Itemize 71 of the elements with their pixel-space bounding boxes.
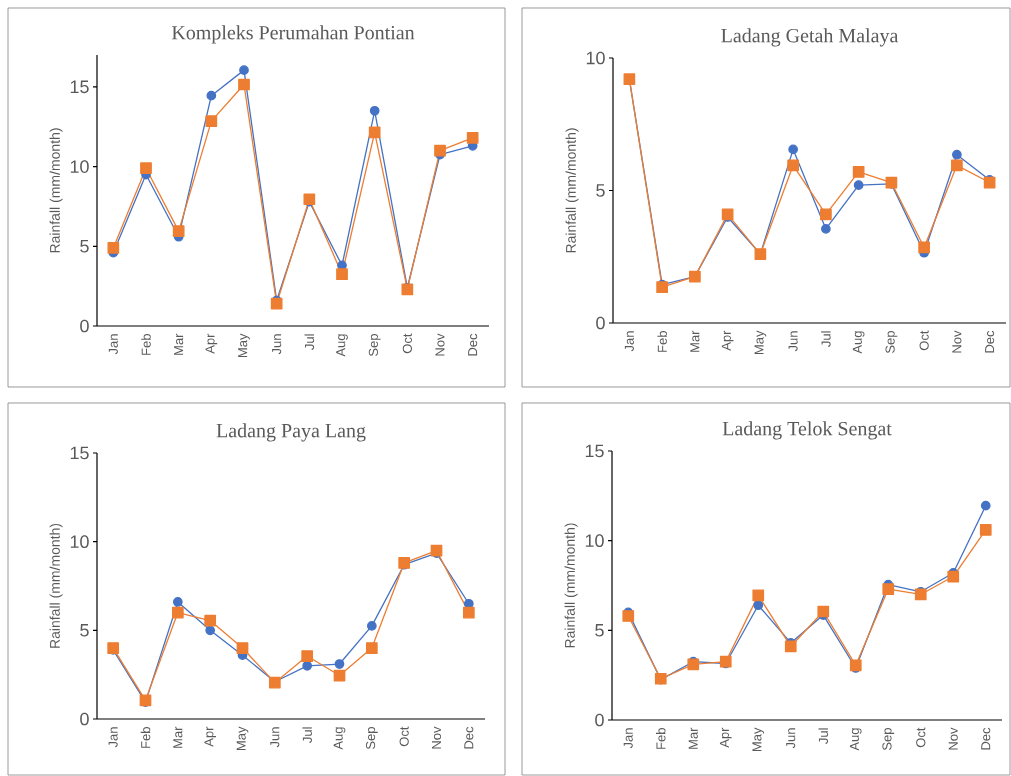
x-tick-label: Feb — [657, 331, 667, 352]
chart-title: Ladang Getah Malaya — [721, 28, 899, 47]
x-tick-label: Oct — [916, 727, 926, 748]
y-axis-title: Rainfall (mm/month) — [49, 523, 63, 648]
x-tick-label: Jan — [108, 334, 118, 355]
x-tick-label: Aug — [849, 728, 862, 751]
x-tick-label: Nov — [431, 726, 442, 749]
x-tick-label: Jul — [304, 334, 315, 350]
y-axis-title: Rainfall (mm/month) — [564, 523, 578, 648]
y-tick-label: 15 — [70, 446, 89, 460]
y-tick-label: 10 — [586, 51, 605, 65]
x-tick-label: May — [754, 330, 767, 355]
x-tick-label: Apr — [719, 727, 732, 748]
x-tick-label: Oct — [399, 726, 409, 747]
x-tick-label: Mar — [690, 330, 700, 352]
x-tick-label: May — [238, 333, 250, 358]
x-tick-label: Sep — [882, 728, 895, 751]
y-tick-label: 0 — [595, 713, 604, 727]
chart-title: Kompleks Perumahan Pontian — [171, 25, 415, 44]
x-tick-label: Jan — [624, 331, 634, 352]
x-tick-label: Mar — [174, 333, 184, 355]
x-tick-label: Nov — [952, 330, 962, 353]
x-tick-label: Dec — [468, 333, 478, 356]
x-tick-label: Jul — [821, 331, 831, 347]
x-tick-label: Feb — [140, 727, 151, 748]
chart-title: Ladang Telok Sengat — [722, 421, 892, 440]
x-tick-label: Aug — [852, 331, 865, 354]
x-tick-label: Feb — [141, 334, 151, 355]
x-tick-label: Apr — [204, 726, 216, 747]
y-tick-label: 0 — [80, 319, 89, 333]
x-tick-label: Jun — [270, 727, 280, 748]
x-tick-label: Dec — [985, 330, 995, 353]
x-tick-label: Apr — [205, 333, 218, 354]
y-tick-label: 10 — [70, 160, 89, 173]
y-tick-label: 5 — [80, 624, 89, 637]
y-axis-title: Rainfall (mm/month) — [565, 128, 579, 253]
x-tick-label: Nov — [948, 727, 958, 750]
x-tick-label: Jun — [272, 334, 282, 355]
y-tick-label: 5 — [596, 184, 605, 197]
x-tick-label: Nov — [435, 333, 445, 356]
x-tick-label: Sep — [368, 334, 381, 357]
x-tick-label: Jul — [302, 727, 312, 743]
x-tick-label: Aug — [336, 334, 348, 357]
y-tick-label: 10 — [70, 535, 89, 549]
x-tick-label: Sep — [365, 727, 378, 750]
x-tick-label: May — [236, 726, 249, 751]
x-tick-label: Jul — [818, 728, 829, 744]
x-tick-label: Jan — [108, 727, 118, 748]
x-tick-label: Dec — [464, 726, 474, 749]
y-tick-label: 15 — [70, 80, 89, 94]
x-tick-label: Jun — [786, 728, 796, 749]
x-tick-label: Aug — [333, 727, 346, 750]
x-tick-label: Mar — [173, 726, 183, 748]
y-tick-label: 10 — [585, 534, 604, 548]
x-tick-label: Oct — [919, 330, 929, 351]
x-tick-label: Mar — [688, 727, 698, 749]
x-tick-label: Oct — [402, 333, 412, 354]
y-tick-label: 0 — [596, 316, 605, 330]
x-tick-label: Jan — [623, 728, 633, 749]
x-tick-label: Dec — [981, 727, 991, 750]
y-tick-label: 5 — [595, 624, 604, 637]
chart-title: Ladang Paya Lang — [216, 423, 366, 442]
x-tick-label: Feb — [655, 728, 666, 749]
x-tick-label: May — [752, 727, 765, 752]
x-tick-label: Jun — [788, 331, 798, 352]
x-tick-label: Apr — [721, 330, 734, 351]
y-axis-title: Rainfall (mm/month) — [49, 128, 63, 253]
y-tick-label: 0 — [80, 712, 89, 726]
y-tick-label: 5 — [80, 240, 89, 253]
x-tick-label: Sep — [885, 331, 898, 354]
y-tick-label: 15 — [585, 444, 604, 458]
